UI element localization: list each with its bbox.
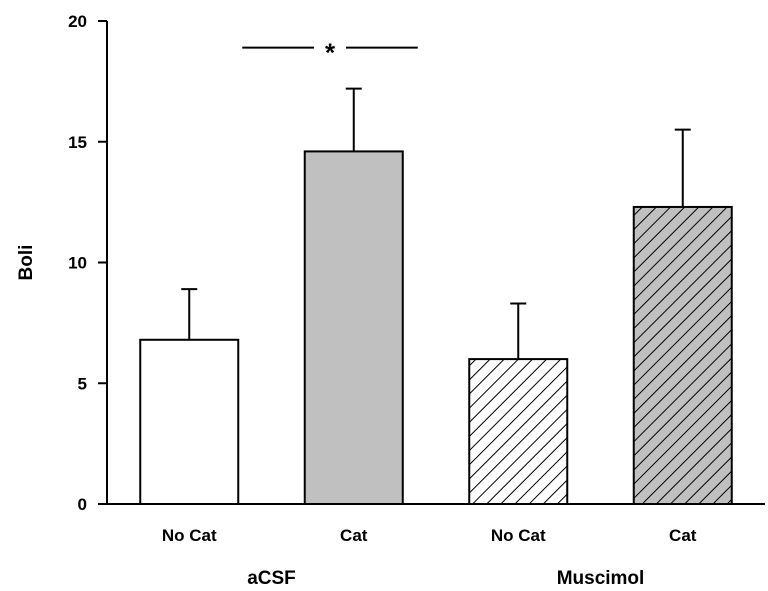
axes-layer: [98, 20, 765, 505]
x-tick-label-1: Cat: [340, 526, 368, 545]
bar-2: [468, 358, 569, 505]
x-tick-label-2: No Cat: [491, 526, 546, 545]
bar-3: [632, 205, 733, 506]
group-label-1: Muscimol: [557, 568, 645, 589]
y-tick-label-4: 20: [68, 12, 87, 31]
y-axis-label: Boli: [16, 245, 37, 281]
y-tick-label-0: 0: [78, 495, 87, 514]
x-tick-label-0: No Cat: [162, 526, 217, 545]
x-tick-label-3: Cat: [669, 526, 697, 545]
significance-label-0: *: [325, 38, 336, 68]
y-tick-label-1: 5: [78, 374, 87, 393]
bars-layer: [139, 87, 733, 506]
y-tick-label-3: 15: [68, 133, 87, 152]
bar-0: [139, 338, 240, 505]
bar-1: [303, 150, 404, 505]
group-label-0: aCSF: [247, 568, 296, 589]
y-tick-label-2: 10: [68, 254, 87, 273]
labels-layer: 0 5 10 15 20 Boli No Cat Cat No Cat Cat aCSF Muscim…: [16, 12, 697, 589]
